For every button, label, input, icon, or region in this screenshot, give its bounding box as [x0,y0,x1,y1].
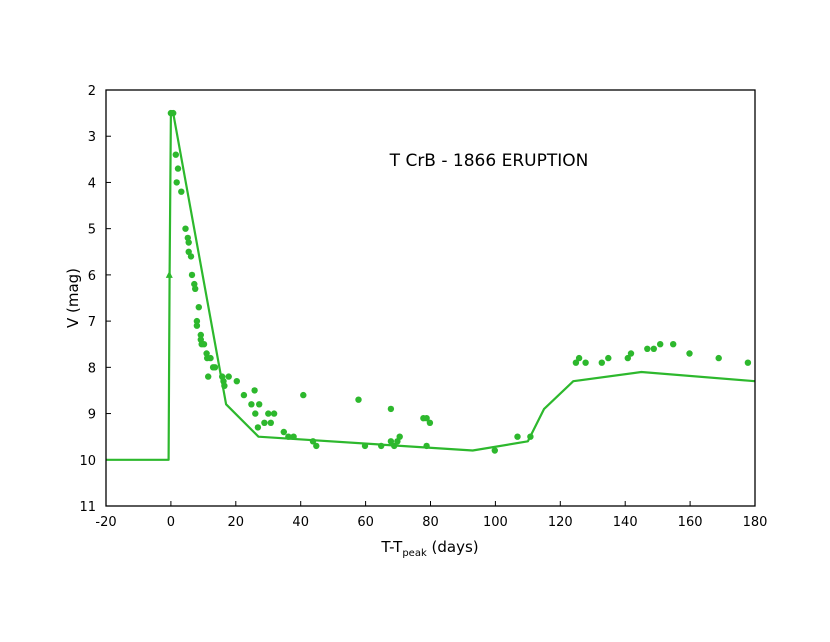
data-point [248,401,255,408]
y-tick-label: 7 [88,315,96,330]
data-point [582,359,589,366]
chart-title: T CrB - 1866 ERUPTION [389,151,589,171]
data-point [188,271,196,279]
y-tick-label: 11 [79,500,96,515]
x-tick-label: 60 [357,515,374,530]
data-point [205,373,212,380]
data-point [211,364,219,371]
plot-frame [105,89,756,507]
x-tick-label: 80 [422,515,439,530]
data-point [300,391,307,399]
data-point [256,401,263,408]
data-point [627,350,635,357]
data-point [644,345,651,352]
data-point [267,419,274,426]
data-point [572,359,580,366]
data-point [650,345,657,352]
data-point [265,410,272,417]
data-point [193,317,201,325]
data-point [254,424,262,431]
axis-tick-labels: -20 0 20 40 60 80 100 120 140 160 180 2 3 4 5 6 7 8 9 10 11 [79,84,767,530]
x-axis-title-main: T-T [380,538,403,556]
data-point [355,396,362,403]
data-point [605,354,612,362]
x-tick-label: 120 [548,515,573,530]
plot-content [106,109,756,461]
y-tick-label: 9 [88,408,96,423]
data-point [313,442,320,450]
data-point [280,428,287,436]
y-tick-label: 2 [88,84,96,99]
x-tick-label: 20 [228,515,245,530]
data-point [426,419,434,426]
data-point [200,341,208,348]
data-point [396,433,403,440]
x-tick-label: 140 [613,515,638,530]
data-point [261,419,268,426]
y-tick-label: 5 [88,223,96,238]
data-point [514,433,521,440]
data-point [174,165,182,172]
data-point [715,354,722,362]
data-point [172,151,179,158]
data-point [387,438,395,445]
data-point [185,239,192,246]
data-point [744,359,752,366]
data-point [178,188,185,195]
x-tick-label: 160 [678,515,703,530]
data-point [225,373,232,380]
data-point [251,387,258,394]
data-point [193,322,201,329]
x-tick-label: 40 [292,515,309,530]
data-point [670,341,677,348]
x-axis-title-subscript: peak [402,548,427,559]
data-point [207,354,214,362]
data-point [657,341,664,348]
data-point [192,285,199,292]
data-point [252,410,259,417]
data-point [173,179,180,186]
data-point [240,391,248,399]
y-tick-label: 6 [88,269,96,284]
x-axis-title: T-Tpeak (days) [380,538,478,559]
data-point [233,378,240,385]
x-tick-label: 180 [743,515,768,530]
x-axis-title-suffix: (days) [427,538,479,556]
data-point [387,405,395,413]
x-tick-label: -20 [95,515,116,530]
data-point [686,350,693,357]
y-axis-title: V (mag) [64,268,82,328]
y-tick-label: 3 [88,130,96,145]
data-point [598,359,605,366]
data-point [575,354,583,362]
x-tick-label: 0 [167,515,175,530]
y-tick-label: 8 [88,361,96,376]
y-tick-label: 10 [79,454,96,469]
data-point [624,354,631,362]
y-tick-label: 4 [88,176,96,191]
x-tick-label: 100 [483,515,508,530]
data-point [491,447,498,454]
data-point [187,253,195,260]
data-point [423,415,430,422]
data-point [270,410,278,417]
data-point [197,331,204,339]
data-point [195,304,202,311]
data-point [182,225,189,232]
upper-limit-marker [165,270,173,278]
